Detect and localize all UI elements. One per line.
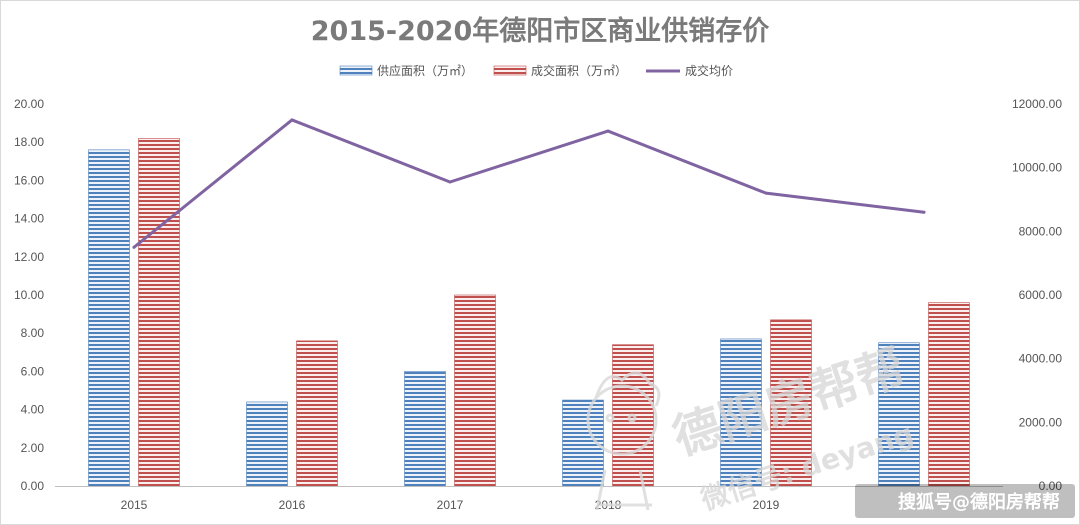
bar-sold [770,319,812,487]
price-line-layer [132,118,926,249]
footer-text: 搜狐号@德阳房帮帮 [898,491,1060,513]
y-left-tick-label: 14.00 [14,212,44,226]
y-left-tick-label: 0.00 [21,479,45,493]
y-left-tick-label: 4.00 [21,403,45,417]
price-point [448,180,452,184]
bar-sold [454,294,496,487]
y-left-tick-label: 20.00 [14,97,44,111]
y-left-tick-label: 18.00 [14,135,44,149]
y-right-tick-label: 8000.00 [1019,224,1063,238]
y-right-tick-label: 6000.00 [1019,288,1063,302]
legend: 供应面积（万㎡） 成交面积（万㎡） 成交均价 [339,63,733,78]
x-tick-label: 2017 [437,498,464,512]
bar-supply [404,371,446,487]
bar-sold [138,138,180,487]
price-point [132,245,136,249]
y-axis-right: 0.00 2000.00 4000.00 6000.00 8000.00 10000.00… [1012,97,1062,493]
footer-shadow [855,484,1075,518]
bar-sold [296,340,338,487]
y-left-tick-label: 8.00 [21,326,45,340]
y-left-tick-label: 12.00 [14,250,44,264]
bar-supply [246,401,288,487]
chart-title: 2015-2020年德阳市区商业供销存价 [311,15,770,47]
y-right-tick-label: 2000.00 [1019,415,1063,429]
x-tick-label: 2019 [753,498,780,512]
legend-label-price: 成交均价 [685,63,733,78]
bar-supply [720,338,762,487]
x-axis: 2015 2016 2017 2018 2019 [121,498,780,512]
legend-label-sold: 成交面积（万㎡） [531,63,627,78]
bar-supply [878,342,920,487]
price-point [764,191,768,195]
y-left-tick-label: 2.00 [21,441,45,455]
price-point [922,210,926,214]
y-axis-left: 0.00 2.00 4.00 6.00 8.00 10.00 12.00 14.00 16.00… [14,97,44,493]
x-tick-label: 2015 [121,498,148,512]
price-line [132,118,926,249]
footer-badge: 搜狐号@德阳房帮帮 [855,484,1075,518]
x-tick-label: 2016 [279,498,306,512]
price-point [606,129,610,133]
y-left-tick-label: 6.00 [21,364,45,378]
y-right-tick-label: 10000.00 [1012,161,1062,175]
price-point [290,118,294,122]
legend-swatch-sold [493,65,527,76]
y-right-tick-label: 0.00 [1039,479,1063,493]
bars [88,138,970,487]
y-right-tick-label: 12000.00 [1012,97,1062,111]
chef-mascot-icon [586,371,661,511]
legend-swatch-supply [339,65,373,76]
bar-sold [928,302,970,487]
y-left-tick-label: 16.00 [14,173,44,187]
legend-label-supply: 供应面积（万㎡） [377,63,473,78]
y-right-tick-label: 4000.00 [1019,352,1063,366]
y-left-tick-label: 10.00 [14,288,44,302]
bar-supply [88,149,130,487]
